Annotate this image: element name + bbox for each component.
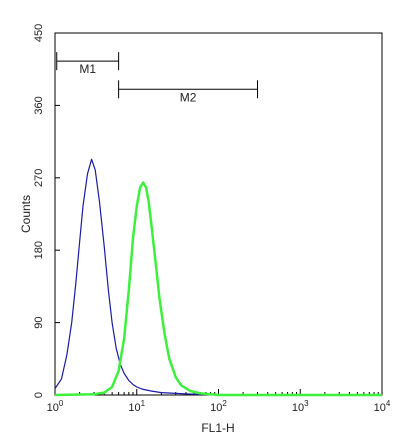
y-tick-label: 180 [33, 241, 45, 259]
plot-frame [54, 32, 383, 396]
y-tick-label: 360 [33, 96, 45, 114]
series-1-line [54, 181, 382, 397]
marker-1-label: M2 [180, 90, 197, 104]
x-axis-title: FL1-H [201, 421, 234, 435]
series-layer [54, 158, 382, 397]
x-tick-label: 100 [47, 399, 64, 414]
x-tick-exponent: 3 [304, 399, 309, 408]
x-tick-base: 10 [210, 402, 222, 414]
x-tick-exponent: 2 [222, 399, 227, 408]
marker-0-label: M1 [79, 62, 96, 76]
x-tick-exponent: 1 [141, 399, 146, 408]
x-tick-base: 10 [292, 402, 304, 414]
y-tick-label: 270 [33, 169, 45, 187]
gate-markers: M1 M2 [56, 52, 259, 104]
y-axis: 0 90 180 270 360 450 [33, 24, 60, 398]
x-tick-base: 10 [128, 402, 140, 414]
x-tick-label: 101 [128, 399, 145, 414]
y-tick-label: 90 [33, 316, 45, 328]
y-axis-title: Counts [19, 195, 33, 233]
x-tick-label: 104 [374, 399, 391, 414]
x-tick-label: 103 [292, 399, 309, 414]
y-tick-label: 0 [33, 392, 45, 398]
x-tick-exponent: 0 [59, 399, 64, 408]
x-tick-base: 10 [47, 402, 59, 414]
x-tick-base: 10 [374, 402, 386, 414]
y-tick-label: 450 [33, 24, 45, 42]
x-tick-exponent: 4 [386, 399, 391, 408]
x-tick-label: 102 [210, 399, 227, 414]
series-0-line [54, 158, 382, 396]
